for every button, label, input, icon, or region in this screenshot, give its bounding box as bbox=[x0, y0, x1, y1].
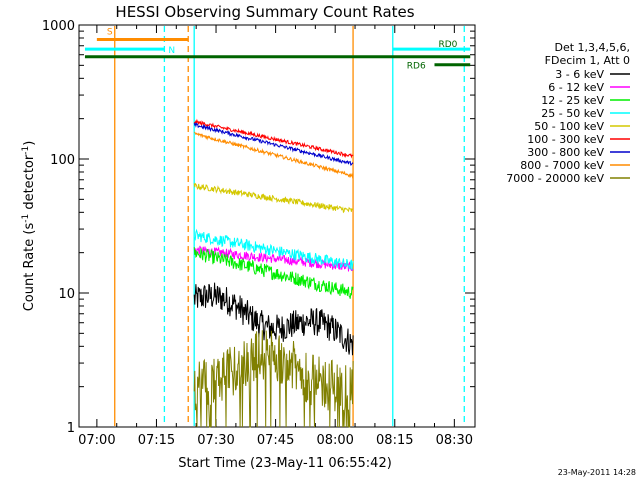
axis-ticks: 07:00 07:15 07:30 07:45 08:00 08:15 08:30 1 10 10… bbox=[42, 19, 475, 448]
flag-label-rd6: RD6 bbox=[407, 62, 426, 72]
flag-label-s: S bbox=[107, 27, 113, 37]
event-lines bbox=[114, 26, 465, 426]
legend-entry-label: 25 - 50 keV bbox=[541, 107, 604, 120]
flag-label-rd0: RD0 bbox=[438, 40, 457, 50]
x-tick-label: 07:00 bbox=[78, 433, 115, 448]
legend-header-1: Det 1,3,4,5,6, bbox=[554, 41, 630, 54]
legend-entry-label: 100 - 300 keV bbox=[527, 133, 604, 146]
x-tick-label: 08:30 bbox=[436, 433, 473, 448]
series-line-2 bbox=[193, 247, 354, 299]
series-group bbox=[193, 118, 354, 428]
x-tick-label: 08:15 bbox=[376, 433, 413, 448]
legend-entry-label: 6 - 12 keV bbox=[548, 81, 604, 94]
legend-entry-label: 3 - 6 keV bbox=[555, 68, 604, 81]
flag-label-n: N bbox=[168, 46, 175, 56]
series-line-5 bbox=[193, 118, 354, 159]
y-tick-label: 100 bbox=[50, 153, 75, 168]
y-tick-label: 1000 bbox=[42, 19, 75, 34]
series-line-3 bbox=[193, 228, 354, 271]
series-line-6 bbox=[193, 122, 354, 166]
legend-entry-label: 50 - 100 keV bbox=[534, 120, 604, 133]
chart-title: HESSI Observing Summary Count Rates bbox=[115, 3, 414, 21]
x-tick-label: 07:45 bbox=[257, 433, 294, 448]
legend: Det 1,3,4,5,6, FDecim 1, Att 0 3 - 6 keV… bbox=[506, 41, 630, 185]
x-tick-label: 07:30 bbox=[197, 433, 234, 448]
y-tick-label: 1 bbox=[67, 421, 75, 436]
plot-frame bbox=[78, 24, 476, 428]
y-axis-label: Count Rate (s-1 detector-1) bbox=[21, 141, 37, 312]
legend-entry-label: 800 - 7000 keV bbox=[520, 159, 604, 172]
series-line-4 bbox=[193, 182, 354, 214]
x-axis-label: Start Time (23-May-11 06:55:42) bbox=[178, 456, 392, 471]
timestamp: 23-May-2011 14:28 bbox=[558, 468, 636, 477]
series-line-7 bbox=[194, 131, 354, 179]
legend-entry-label: 7000 - 20000 keV bbox=[506, 172, 604, 185]
y-tick-label: 10 bbox=[58, 287, 75, 302]
x-tick-label: 08:00 bbox=[316, 433, 353, 448]
x-tick-label: 07:15 bbox=[138, 433, 175, 448]
status-flags: S N RD6 RD0 bbox=[84, 27, 471, 72]
series-line-0 bbox=[193, 282, 354, 356]
legend-header-2: FDecim 1, Att 0 bbox=[545, 54, 630, 67]
series-line-8 bbox=[193, 330, 354, 428]
series-line-1 bbox=[193, 245, 354, 272]
legend-entry-label: 300 - 800 keV bbox=[527, 146, 604, 159]
legend-entry-label: 12 - 25 keV bbox=[541, 94, 604, 107]
